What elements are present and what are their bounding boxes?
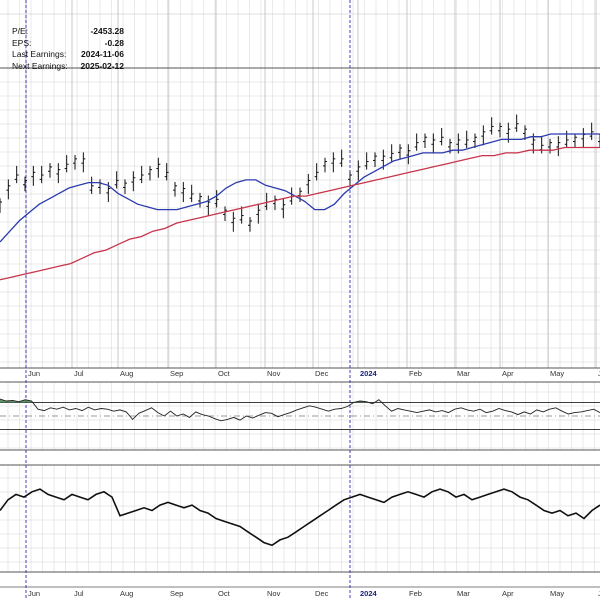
lower-indicator-panel: [0, 488, 600, 547]
x-tick-label-bottom: Mar: [457, 589, 470, 598]
x-tick-label-top: Sep: [170, 369, 183, 378]
ma200-line: [0, 146, 600, 281]
x-tick-label-top: Ju: [598, 369, 600, 378]
x-tick-label-bottom: 2024: [360, 589, 378, 598]
lower-indicator-line: [0, 488, 600, 547]
next-earnings-value: 2025-02-12: [80, 60, 124, 71]
stats-box: P/E: -2453.28 EPS: -0.28 Last Earnings: 202…: [12, 26, 124, 72]
x-tick-label-bottom: Oct: [218, 589, 231, 598]
x-tick-label-top: Jul: [74, 369, 84, 378]
x-axis-labels: Jun Jul Aug Sep Oct Nov Dec 2024 Feb Mar Apr May Ju J…: [28, 369, 600, 598]
overbought-fill: [0, 399, 32, 403]
x-tick-label-bottom: Apr: [502, 589, 514, 598]
x-tick-label-top: Nov: [267, 369, 281, 378]
x-tick-label-top: Jun: [28, 369, 40, 378]
last-earnings-label: Last Earnings:: [12, 49, 67, 59]
x-tick-label-bottom: Dec: [315, 589, 329, 598]
grid: [0, 0, 600, 572]
x-tick-label-top: Mar: [457, 369, 470, 378]
pe-row: P/E: -2453.28: [12, 26, 124, 38]
pe-label: P/E:: [12, 26, 29, 36]
x-tick-label-top: Dec: [315, 369, 329, 378]
x-tick-label-top: Feb: [409, 369, 422, 378]
last-earnings-row: Last Earnings: 2024-11-06: [12, 49, 124, 61]
x-tick-label-bottom: Sep: [170, 589, 183, 598]
x-tick-label-bottom: Nov: [267, 589, 281, 598]
x-tick-label-bottom: Feb: [409, 589, 422, 598]
x-tick-label-bottom: May: [550, 589, 564, 598]
ma50-line: [0, 133, 600, 243]
price-panel: [0, 114, 600, 281]
x-tick-label-bottom: Jun: [28, 589, 40, 598]
x-tick-label-top: May: [550, 369, 564, 378]
year-markers: [25, 0, 351, 600]
panel-frames: [0, 67, 600, 588]
x-tick-label-bottom: Ju: [598, 589, 600, 598]
pe-value: -2453.28: [90, 26, 124, 36]
next-earnings-label: Next Earnings:: [12, 60, 68, 71]
x-tick-label-top: Apr: [502, 369, 514, 378]
eps-label: EPS:: [12, 37, 32, 48]
next-earnings-row: Next Earnings: 2025-02-12: [12, 61, 124, 73]
x-tick-label-bottom: Jul: [74, 589, 84, 598]
eps-row: EPS: -0.28: [12, 38, 124, 50]
x-tick-label-top: Aug: [120, 369, 133, 378]
x-tick-label-top: Oct: [218, 369, 231, 378]
last-earnings-value: 2024-11-06: [80, 49, 124, 59]
oscillator-line: [0, 398, 600, 422]
eps-value: -0.28: [104, 37, 124, 48]
x-tick-label-top: 2024: [360, 369, 378, 378]
x-tick-label-bottom: Aug: [120, 589, 133, 598]
oscillator-panel: [0, 398, 600, 431]
